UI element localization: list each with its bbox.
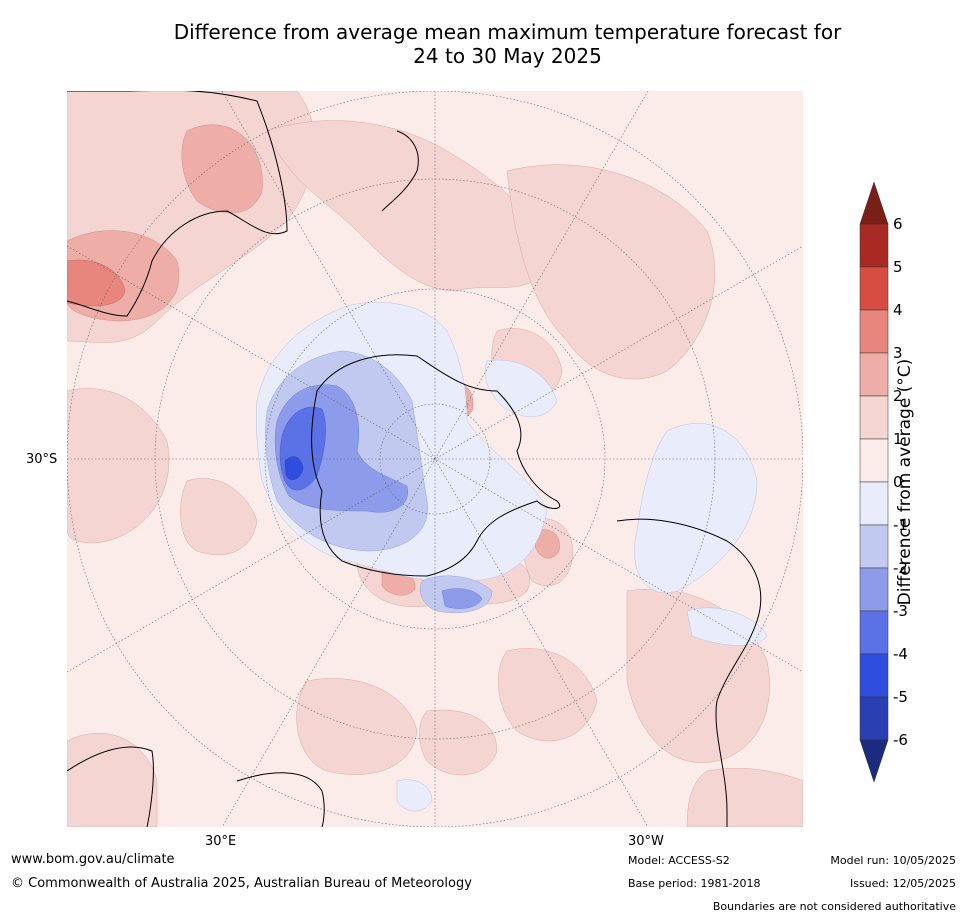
copyright-text: © Commonwealth of Australia 2025, Austra… [11,876,472,891]
colorbar-tick-label: -6 [893,731,908,749]
lon-label-30e: 30°E [205,834,237,849]
temperature-anomaly-map [67,91,803,827]
coastlines [67,91,762,827]
model-run-text: Model run: 10/05/2025 [830,854,956,867]
colorbar-swatch-0_1 [859,438,889,483]
colorbar-tick-label: -2 [893,559,908,577]
colorbar-tick-label: 5 [893,258,903,276]
colorbar-tick-label: -1 [893,516,908,534]
map-title: Difference from average mean maximum tem… [0,20,965,68]
colorbar-tick-label: 3 [893,344,903,362]
anomaly-1-2-regions [67,91,803,827]
colorbar-swatch-3_4 [859,309,889,354]
colorbar-tick-label: 6 [893,215,903,233]
colorbar-swatch-5_6 [859,223,889,268]
base-period-text: Base period: 1981-2018 [628,877,761,890]
colorbar-swatch-m5_m4 [859,653,889,698]
map-title-line2: 24 to 30 May 2025 [413,44,602,68]
colorbar-tick-label: -5 [893,688,908,706]
disclaimer-text: Boundaries are not considered authoritat… [712,900,956,913]
colorbar-tick-label: -4 [893,645,908,663]
model-text: Model: ACCESS-S2 [628,854,730,867]
colorbar-tick-label: 0 [893,473,903,491]
website-link[interactable]: www.bom.gov.au/climate [11,852,175,867]
colorbar-swatch-4_5 [859,266,889,311]
colorbar-tick-label: 4 [893,301,903,319]
colorbar-swatch-m3_m2 [859,567,889,612]
colorbar-swatch-2_3 [859,352,889,397]
colorbar-swatch-m1_0 [859,481,889,526]
colorbar-extend-top [859,181,889,225]
colorbar-swatch-m4_m3 [859,610,889,655]
map-title-line1: Difference from average mean maximum tem… [173,20,842,44]
lon-label-30w: 30°W [628,834,664,849]
lat-label-30s: 30°S [26,452,58,467]
anomaly-m5-m4-regions [284,456,304,481]
graticule [67,91,803,827]
colorbar-swatch-m2_m1 [859,524,889,569]
colorbar-tick-label: 1 [893,430,903,448]
colorbar-swatch-1_2 [859,395,889,440]
issued-text: Issued: 12/05/2025 [849,877,956,890]
colorbar [859,181,889,783]
colorbar-tick-label: -3 [893,602,908,620]
colorbar-tick-label: 2 [893,387,903,405]
colorbar-extend-bottom [859,739,889,783]
colorbar-swatch-m6_m5 [859,696,889,741]
